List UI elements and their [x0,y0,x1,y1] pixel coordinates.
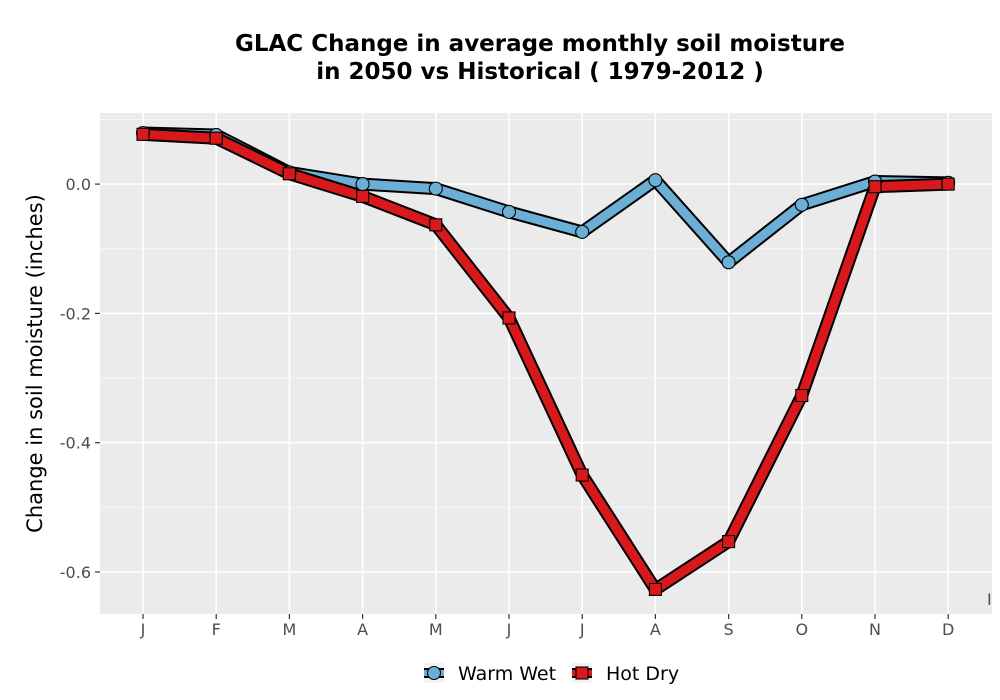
x-tick-label: M [282,620,296,639]
data-point [648,173,663,188]
y-tick-label: 0.0 [66,175,91,194]
grid-lines [100,113,992,614]
data-point [648,582,662,596]
y-tick-label: -0.6 [60,563,91,582]
x-tick-label: F [212,620,221,639]
data-point [355,177,370,192]
legend-label: Warm Wet [458,663,556,685]
x-tick-label: M [429,620,443,639]
data-point [941,177,955,191]
y-tick-label: -0.4 [60,434,91,453]
axes: 0.0 -0.2 -0.4 -0.6 J F M A M J J A S O N D [60,175,955,639]
data-point [282,167,296,181]
legend-key-marker [575,666,589,680]
series-line [138,129,953,594]
data-point [722,535,736,549]
x-tick-label: D [942,620,954,639]
data-point [868,180,882,194]
series-lines [135,125,956,596]
x-tick-label: N [869,620,881,639]
data-point [575,224,590,239]
data-point [429,218,443,232]
legend: Warm Wet Hot Dry [424,663,679,685]
data-point [795,388,809,403]
data-point [136,127,150,141]
x-tick-label: J [579,620,585,639]
chart-title-line-2: in 2050 vs Historical ( 1979-2012 ) [316,59,764,85]
x-tick-label: S [724,620,734,639]
chart-title: GLAC Change in average monthly soil mois… [0,30,1000,86]
data-point [575,468,589,482]
x-tick-label: A [650,620,661,639]
legend-key-marker [426,665,442,681]
legend-label: Hot Dry [606,663,679,685]
data-point [721,255,736,270]
data-point [794,197,809,212]
chart-title-line-1: GLAC Change in average monthly soil mois… [234,31,846,57]
corner-mark: I [987,590,992,609]
data-point [428,181,443,196]
data-point [501,204,517,219]
data-point [209,131,223,145]
y-tick-label: -0.2 [60,304,91,323]
x-tick-label: A [357,620,368,639]
y-axis-title: Change in soil moisture (inches) [23,194,47,533]
x-tick-label: J [506,620,512,639]
data-point [502,311,516,325]
x-tick-label: O [796,620,809,639]
data-point [356,189,370,203]
x-tick-label: J [140,620,146,639]
